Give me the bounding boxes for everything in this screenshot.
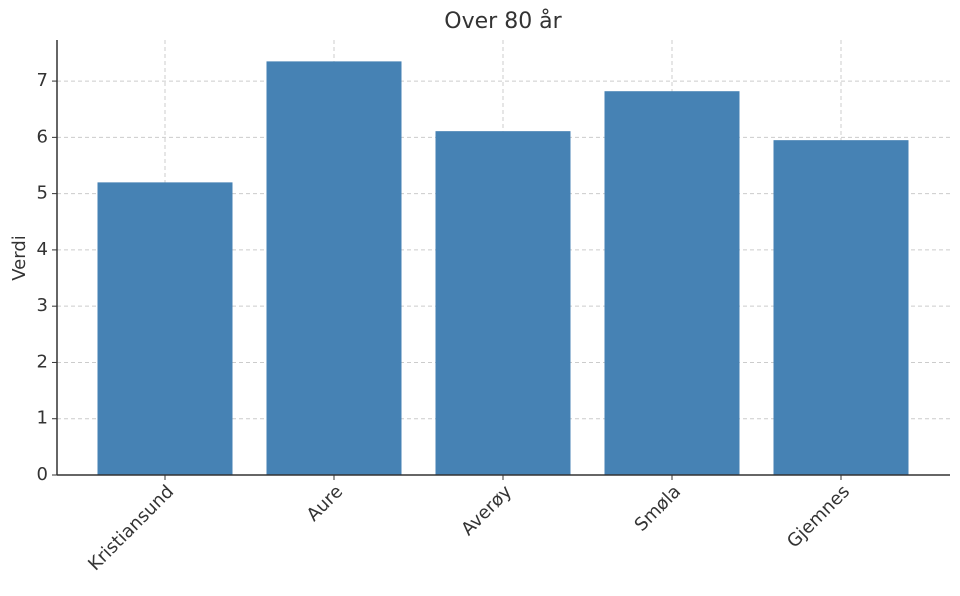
bar: [266, 61, 402, 475]
x-tick-label: Gjemnes: [783, 481, 854, 552]
y-tick-label: 5: [37, 183, 48, 204]
y-axis-label: Verdi: [9, 235, 30, 281]
y-tick-label: 0: [37, 464, 48, 485]
y-tick-label: 1: [37, 408, 48, 429]
bar: [773, 140, 909, 475]
bar: [97, 182, 233, 475]
y-tick-label: 2: [37, 351, 48, 372]
bar: [435, 131, 571, 475]
y-tick-label: 3: [37, 295, 48, 316]
x-tick-label: Averøy: [457, 481, 516, 540]
y-tick-label: 4: [37, 239, 48, 260]
bar: [604, 91, 740, 476]
y-tick-label: 6: [37, 126, 48, 147]
chart-title: Over 80 år: [444, 8, 562, 34]
x-tick-label: Kristiansund: [84, 481, 178, 575]
x-tick-label: Aure: [303, 481, 347, 525]
x-tick-label: Smøla: [631, 481, 685, 535]
y-tick-label: 7: [37, 70, 48, 91]
